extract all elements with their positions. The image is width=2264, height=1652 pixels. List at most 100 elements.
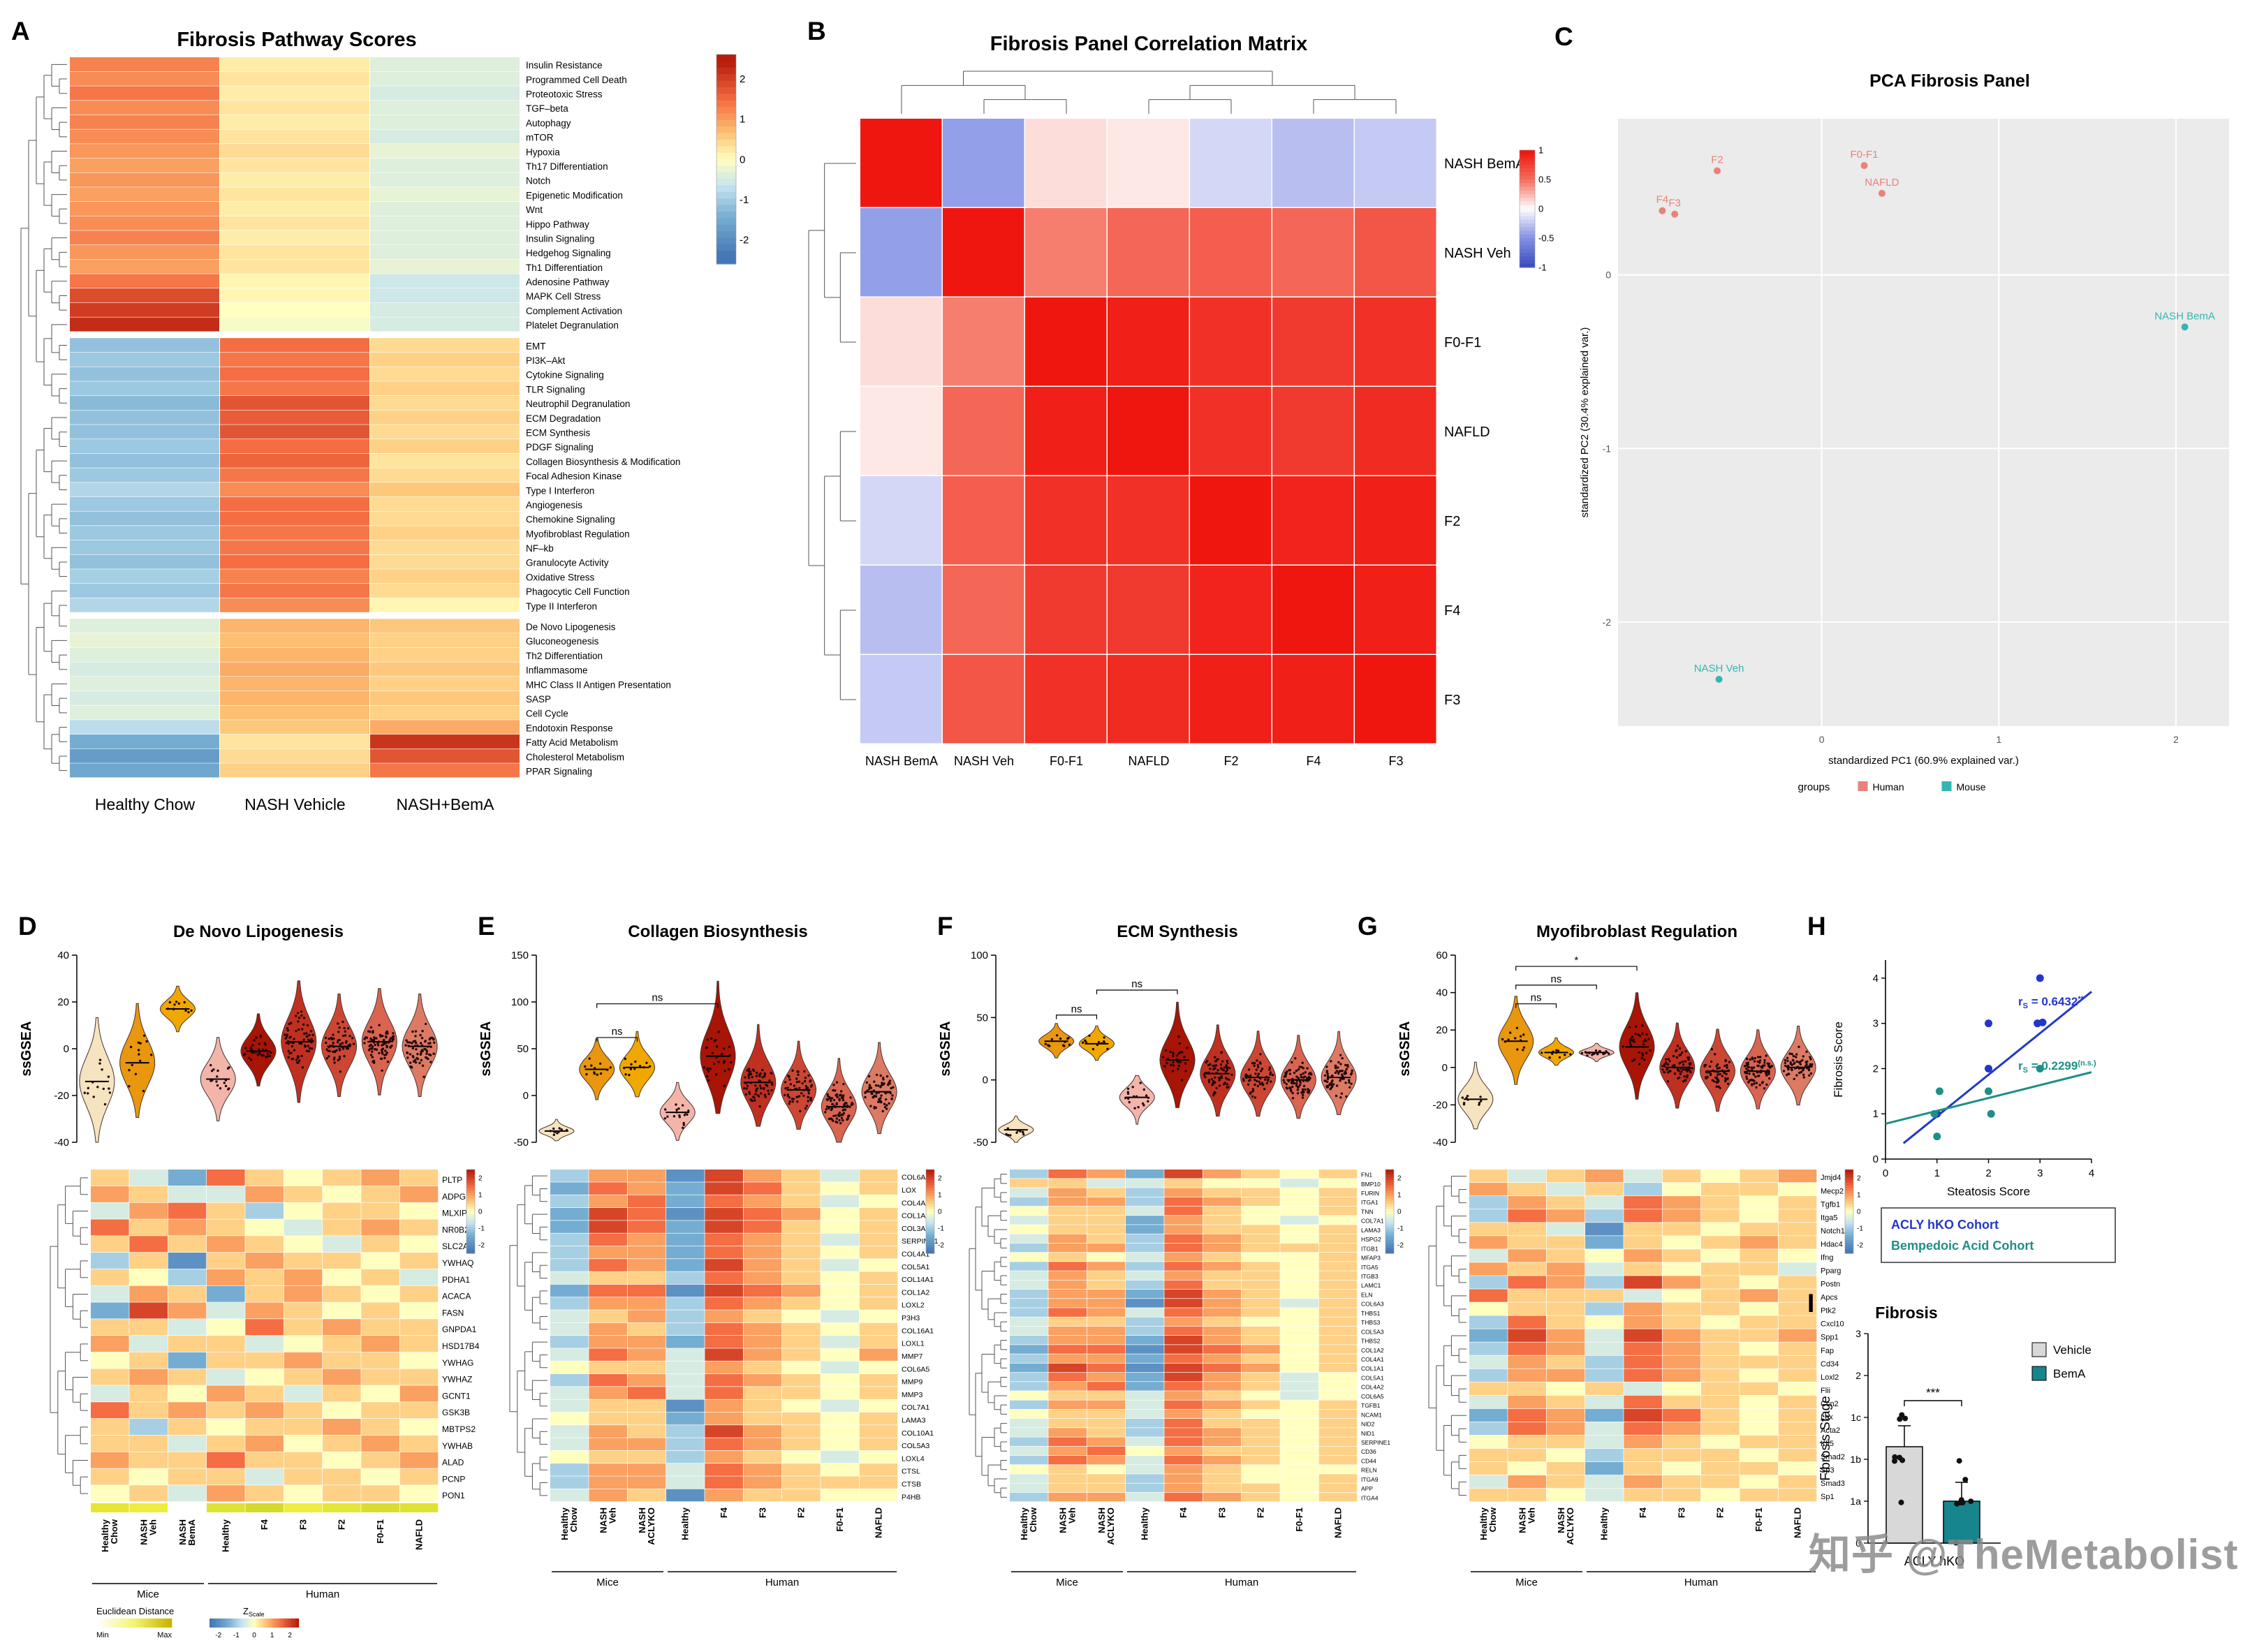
jitter-point bbox=[884, 1092, 887, 1095]
heatmap-cell bbox=[666, 1387, 705, 1399]
jitter-point bbox=[565, 1128, 568, 1132]
jitter-point bbox=[549, 1130, 552, 1133]
colorbar-step bbox=[716, 257, 736, 265]
heatmap-cell bbox=[1740, 1196, 1778, 1209]
column-label: F4 bbox=[1306, 754, 1321, 768]
euclid-gradient-step bbox=[109, 1618, 112, 1628]
jitter-point bbox=[1723, 1079, 1727, 1083]
colorbar-step bbox=[466, 1182, 475, 1186]
heatmap-cell bbox=[589, 1297, 627, 1310]
heatmap-cell bbox=[220, 274, 369, 288]
jitter-point bbox=[302, 1017, 306, 1019]
heatmap-cell bbox=[550, 1399, 589, 1413]
heatmap-cell bbox=[705, 1207, 743, 1220]
jitter-point bbox=[1754, 1056, 1756, 1060]
heatmap-cell bbox=[589, 1182, 627, 1195]
jitter-point bbox=[429, 1061, 432, 1063]
jitter-point bbox=[1206, 1060, 1209, 1063]
heatmap-cell bbox=[666, 1220, 705, 1233]
heatmap-cell bbox=[70, 633, 219, 648]
heatmap-cell bbox=[1546, 1170, 1585, 1183]
colorbar-step bbox=[1520, 161, 1535, 165]
heatmap-column-label: BemA bbox=[186, 1519, 197, 1545]
jitter-point bbox=[1329, 1088, 1332, 1091]
dendrogram bbox=[50, 1177, 88, 1494]
jitter-point bbox=[1558, 1056, 1561, 1059]
heatmap-cell bbox=[1087, 1391, 1126, 1400]
heatmap-cell bbox=[70, 410, 219, 425]
euclid-gradient-step bbox=[96, 1618, 99, 1628]
jitter-point bbox=[1800, 1067, 1803, 1070]
jitter-point bbox=[416, 1052, 419, 1056]
scatter-point bbox=[1987, 1109, 1995, 1118]
heatmap-cell bbox=[245, 1170, 284, 1186]
column-label: F0-F1 bbox=[1050, 754, 1083, 768]
heatmap-column-label: Chow bbox=[568, 1507, 579, 1532]
jitter-point bbox=[338, 1026, 341, 1029]
y-tick: 20 bbox=[57, 996, 69, 1008]
jitter-point bbox=[723, 1084, 726, 1087]
row-label: Adenosine Pathway bbox=[526, 277, 610, 288]
z-gradient-step bbox=[263, 1618, 266, 1628]
jitter-point bbox=[880, 1094, 883, 1097]
heatmap-cell bbox=[859, 1336, 898, 1348]
gene-label: Pparg bbox=[1821, 1267, 1841, 1276]
jitter-point bbox=[128, 1068, 131, 1072]
jitter-point bbox=[1669, 1070, 1672, 1072]
jitter-point bbox=[1106, 1047, 1109, 1050]
heatmap-cell bbox=[1126, 1216, 1164, 1225]
jitter-point bbox=[329, 1045, 332, 1047]
jitter-point bbox=[830, 1100, 832, 1102]
colorbar-step bbox=[1385, 1185, 1394, 1188]
heatmap-cell bbox=[1318, 1382, 1358, 1391]
heatmap-cell bbox=[323, 1402, 361, 1419]
heatmap-cell bbox=[1203, 1326, 1242, 1336]
heatmap-cell bbox=[129, 1485, 168, 1502]
euclid-gradient-step bbox=[161, 1618, 165, 1628]
jitter-point bbox=[1302, 1072, 1304, 1075]
jitter-point bbox=[1063, 1045, 1066, 1047]
heatmap-cell bbox=[323, 1236, 361, 1253]
jitter-point bbox=[1554, 1051, 1558, 1054]
column-label: Healthy Chow bbox=[95, 795, 196, 813]
heatmap-cell bbox=[323, 1435, 361, 1452]
jitter-point bbox=[1334, 1071, 1337, 1075]
jitter-point bbox=[1726, 1063, 1728, 1067]
jitter-point bbox=[1809, 1072, 1813, 1075]
colorbar-step bbox=[1520, 234, 1535, 239]
heatmap-cell bbox=[168, 1202, 207, 1219]
annotation-strip-cell bbox=[168, 1503, 207, 1512]
euclid-gradient-step bbox=[119, 1618, 122, 1628]
jitter-point bbox=[1682, 1060, 1684, 1063]
gene-label: RELN bbox=[1361, 1467, 1377, 1474]
heatmap-cell bbox=[361, 1468, 399, 1485]
heatmap-cell bbox=[550, 1233, 589, 1246]
colorbar-step bbox=[926, 1188, 934, 1191]
heatmap-cell bbox=[1280, 1363, 1318, 1373]
jitter-point bbox=[419, 1033, 422, 1037]
euclid-gradient-step bbox=[166, 1618, 170, 1628]
jitter-point bbox=[1341, 1057, 1344, 1060]
z-gradient-step bbox=[267, 1618, 270, 1628]
colorbar-step bbox=[926, 1172, 934, 1176]
euclid-max-label: Max bbox=[157, 1631, 172, 1639]
colorbar-step bbox=[466, 1248, 475, 1251]
heatmap-cell bbox=[1469, 1461, 1508, 1475]
corr-cell bbox=[1355, 297, 1436, 386]
jitter-point bbox=[710, 1037, 713, 1040]
jitter-point bbox=[293, 1038, 295, 1040]
colorbar-step bbox=[926, 1248, 934, 1251]
y-tick: 2 bbox=[1873, 1063, 1879, 1075]
y-tick: 0 bbox=[1442, 1062, 1448, 1074]
heatmap-cell bbox=[220, 540, 369, 554]
jitter-point bbox=[1204, 1075, 1207, 1079]
jitter-point bbox=[723, 1047, 726, 1050]
jitter-point bbox=[715, 1073, 718, 1076]
heatmap-cell bbox=[323, 1269, 361, 1285]
heatmap-cell bbox=[743, 1387, 782, 1399]
dendrogram bbox=[20, 64, 67, 772]
heatmap-cell bbox=[1778, 1183, 1817, 1196]
jitter-point bbox=[295, 1059, 298, 1061]
jitter-point bbox=[187, 1010, 190, 1014]
jitter-point bbox=[1088, 1034, 1091, 1037]
